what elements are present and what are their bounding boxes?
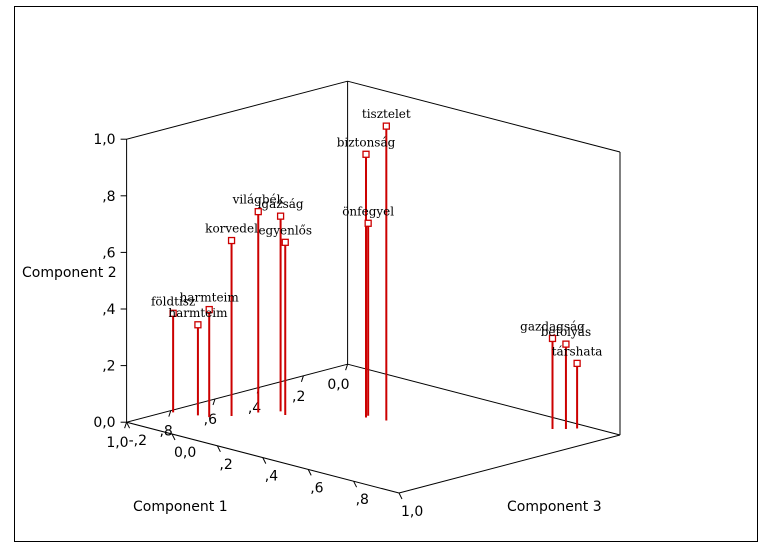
z-tick-label: ,6 <box>310 480 323 496</box>
z-tick-mark <box>126 421 131 429</box>
z-tick-label: ,4 <box>265 469 278 485</box>
z-tick-label: ,2 <box>219 457 232 473</box>
z-tick-mark <box>216 445 221 453</box>
x-tick-label: ,6 <box>204 412 217 428</box>
x-tick-label: ,2 <box>292 389 305 405</box>
x-tick-label: ,4 <box>248 400 261 416</box>
data-point <box>254 207 262 216</box>
x-tick-mark <box>168 410 172 417</box>
x-tick-label: 0,0 <box>327 377 349 393</box>
data-point <box>169 309 177 317</box>
z-tick-mark <box>307 469 312 476</box>
data-point <box>562 340 570 348</box>
data-point <box>205 305 213 314</box>
x-tick-mark <box>300 375 304 382</box>
y-axis-title: Component 2 <box>22 265 117 281</box>
point-label: gazdagság <box>520 319 585 333</box>
z-tick-mark <box>171 433 176 441</box>
x-axis-title: Component 1 <box>133 499 228 515</box>
point-label: társhata <box>552 344 603 358</box>
data-point <box>382 122 390 130</box>
y-tick-label: 1,0 <box>93 132 115 148</box>
drop-lines <box>172 129 579 430</box>
x-tick-mark <box>212 398 216 406</box>
y-tick-label: ,4 <box>102 302 115 318</box>
floor-edge <box>398 434 621 494</box>
point-label: egyenlős <box>258 223 312 237</box>
point-label: önfegyel <box>342 204 394 218</box>
point-label: harmteim <box>168 306 228 320</box>
data-point <box>281 238 289 246</box>
point-label: korvedel <box>205 222 258 236</box>
z-tick-label: -,2 <box>129 433 147 449</box>
z-tick-mark <box>353 480 358 488</box>
x-tick-label: 1,0 <box>106 435 128 451</box>
data-point <box>364 219 372 227</box>
z-axis-title: Component 3 <box>507 499 602 515</box>
data-point <box>194 321 202 329</box>
y-tick-label: ,6 <box>102 245 115 261</box>
data-point <box>276 212 285 220</box>
x-tick-mark <box>124 422 128 429</box>
z-tick-mark <box>262 457 267 464</box>
point-label: befolyás <box>541 325 591 339</box>
point-label: világbék <box>232 193 285 207</box>
z-tick-label: 1,0 <box>401 504 423 520</box>
floor-edge <box>126 363 348 423</box>
point-label: harmteim <box>180 291 240 305</box>
point-label: tisztelet <box>362 107 411 121</box>
point-label: földtisz <box>151 294 195 308</box>
point-label: igazság <box>258 197 304 211</box>
y-tick-label: ,8 <box>102 189 115 205</box>
floor-edge <box>347 363 621 436</box>
top-edge <box>347 80 621 153</box>
x-tick-label: ,8 <box>159 424 172 440</box>
y-tick-label: 0,0 <box>93 415 115 431</box>
tick-labels: 0,0,2,4,6,81,00,0,2,4,6,81,0 -,20,0,2,4,6… <box>93 132 423 520</box>
axis-box <box>120 80 621 500</box>
z-tick-label: ,8 <box>356 492 369 508</box>
data-point <box>573 359 581 368</box>
data-point <box>227 236 236 245</box>
z-tick-mark <box>398 492 403 500</box>
z-tick-label: 0,0 <box>174 445 196 461</box>
data-point <box>362 150 370 158</box>
data-point <box>548 334 557 343</box>
data-markers <box>169 122 581 368</box>
point-label: biztonság <box>337 135 396 149</box>
y-tick-label: ,2 <box>102 359 115 375</box>
x-tick-mark <box>345 364 349 371</box>
top-edge <box>126 80 348 140</box>
